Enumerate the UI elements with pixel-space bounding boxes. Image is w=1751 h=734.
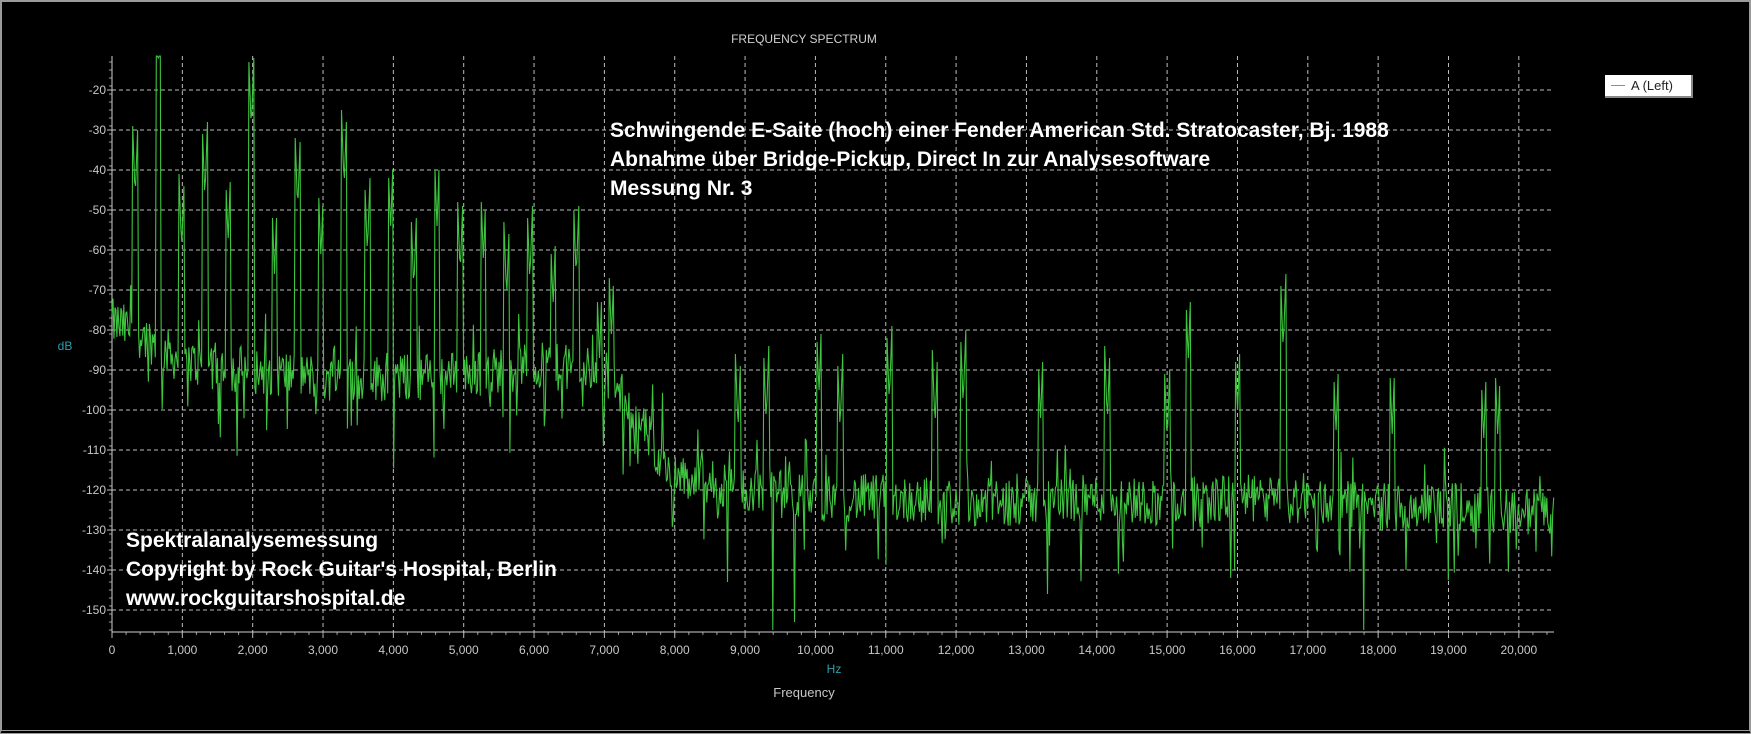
x-tick-label: 9,000	[730, 643, 760, 657]
y-tick-label: -70	[89, 283, 107, 297]
y-tick-label: -100	[82, 403, 106, 417]
y-tick-label: -90	[89, 363, 107, 377]
x-tick-label: 1,000	[167, 643, 197, 657]
x-tick-label: 10,000	[797, 643, 834, 657]
annotation-line: Messung Nr. 3	[610, 177, 753, 200]
y-tick-label: -40	[89, 163, 107, 177]
x-tick-label: 17,000	[1289, 643, 1326, 657]
y-tick-label: -110	[83, 443, 106, 457]
x-tick-label: 7,000	[589, 643, 619, 657]
y-tick-label: -60	[89, 243, 107, 257]
x-tick-label: 4,000	[378, 643, 408, 657]
y-tick-label: -130	[82, 523, 106, 537]
x-tick-label: 3,000	[308, 643, 338, 657]
legend-swatch	[1611, 85, 1625, 86]
chart-legend: A (Left)	[1605, 75, 1693, 98]
chart-title: FREQUENCY SPECTRUM	[731, 32, 877, 46]
series-line-a-left	[111, 55, 1555, 631]
y-tick-label: -50	[89, 203, 107, 217]
x-tick-label: 2,000	[238, 643, 268, 657]
annotation-line: www.rockguitarshospital.de	[126, 587, 406, 610]
x-tick-label: 14,000	[1078, 643, 1115, 657]
x-axis-unit-label: Hz	[827, 662, 842, 676]
x-tick-label: 13,000	[1008, 643, 1045, 657]
x-tick-label: 20,000	[1500, 643, 1537, 657]
x-tick-label: 16,000	[1219, 643, 1256, 657]
x-tick-label: 8,000	[660, 643, 690, 657]
y-tick-label: -140	[82, 563, 106, 577]
x-tick-label: 12,000	[938, 643, 975, 657]
annotation-line: Abnahme über Bridge-Pickup, Direct In zu…	[610, 148, 1211, 171]
x-tick-label: 15,000	[1149, 643, 1186, 657]
x-tick-label: 19,000	[1430, 643, 1467, 657]
copyright-notice: Spektralanalysemessung Copyright by Rock…	[126, 526, 557, 613]
x-axis-title: Frequency	[773, 685, 835, 700]
legend-label: A (Left)	[1631, 78, 1673, 93]
x-tick-label: 11,000	[868, 643, 904, 657]
annotation-line: Spektralanalysemessung	[126, 529, 379, 552]
annotation-line: Schwingende E-Saite (hoch) einer Fender …	[610, 119, 1389, 142]
x-tick-label: 0	[109, 643, 116, 657]
x-tick-label: 5,000	[449, 643, 479, 657]
y-tick-label: -150	[82, 603, 106, 617]
y-tick-label: -20	[89, 83, 107, 97]
measurement-description: Schwingende E-Saite (hoch) einer Fender …	[610, 116, 1389, 203]
annotation-line: Copyright by Rock Guitar's Hospital, Ber…	[126, 558, 557, 581]
y-tick-label: -80	[89, 323, 107, 337]
y-tick-label: -120	[82, 483, 106, 497]
y-axis-unit-label: dB	[58, 339, 73, 353]
x-tick-label: 6,000	[519, 643, 549, 657]
y-tick-label: -30	[89, 123, 107, 137]
x-tick-label: 18,000	[1360, 643, 1397, 657]
